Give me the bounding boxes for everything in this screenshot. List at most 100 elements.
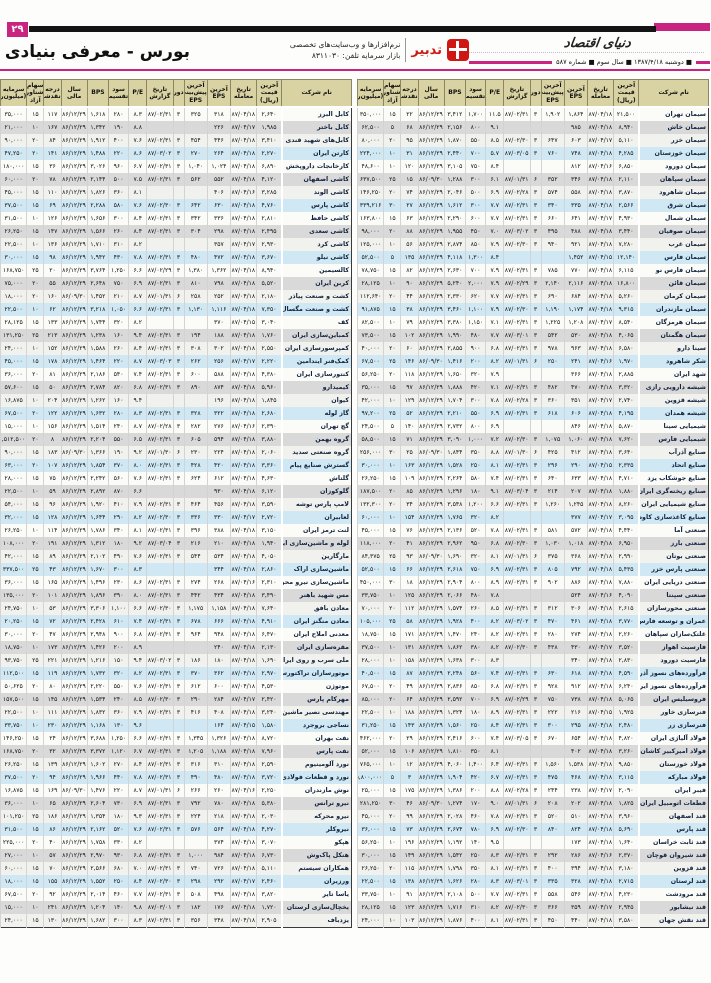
- company-name-cell: فولاد خوزستان: [638, 758, 710, 771]
- value-cell: ۲۶۰: [108, 225, 130, 238]
- column-header: آخرین پیش‌بینی EPS: [541, 79, 566, 108]
- value-cell: ۴۶۲,۰۰۰: [357, 732, 385, 745]
- value-cell: ۸.۲: [129, 511, 148, 524]
- value-cell: ۳: [173, 615, 186, 628]
- value-cell: ۳۰۰: [108, 563, 130, 576]
- value-cell: ۱۷۱: [401, 628, 420, 641]
- value-cell: ۸۶/۱۲/۲۹: [61, 862, 89, 875]
- value-cell: [147, 394, 175, 407]
- value-cell: ۸۶/۱۲/۲۹: [61, 576, 89, 589]
- value-cell: ۱۳۰: [44, 914, 63, 928]
- value-cell: ۲۸۴: [207, 693, 232, 706]
- value-cell: ۳: [530, 758, 543, 771]
- value-cell: ۲۰: [384, 680, 402, 693]
- value-cell: ۱,۳۲۶: [207, 732, 232, 745]
- value-cell: ۸۷/۰۲/۳۱: [147, 342, 175, 355]
- company-name-cell: کیوان: [281, 394, 353, 407]
- value-cell: ۸۷/۰۴/۱۸: [230, 394, 258, 407]
- value-cell: ۸۷/۰۴/۱۸: [587, 277, 615, 290]
- value-cell: ۲۵۶,۰۰۰: [357, 446, 385, 459]
- value-cell: ۲۰: [384, 342, 402, 355]
- value-cell: ۸۷/۰۴/۱۸: [230, 628, 258, 641]
- value-cell: ۷.۹: [486, 277, 505, 290]
- value-cell: ۵۵۰: [108, 680, 130, 693]
- value-cell: ۸۷/۰۲/۳۱: [147, 225, 175, 238]
- value-cell: ۱۸۰: [465, 706, 487, 719]
- value-cell: ۲۸۰: [108, 407, 130, 420]
- value-cell: [541, 511, 566, 524]
- value-cell: ۱۰: [384, 914, 402, 928]
- value-cell: [504, 368, 532, 381]
- value-cell: ۶۱۸: [564, 667, 589, 680]
- value-cell: ۳: [173, 576, 186, 589]
- value-cell: ۸۷/۰۴/۱۷: [587, 394, 615, 407]
- value-cell: ۲۵: [384, 407, 402, 420]
- value-cell: ۴۲,۰۰۰: [357, 394, 385, 407]
- value-cell: ۱۵: [27, 186, 45, 199]
- value-cell: ۳: [173, 524, 186, 537]
- value-cell: [504, 654, 532, 667]
- value-cell: ۴۲۰: [207, 459, 232, 472]
- value-cell: ۷.۴: [486, 472, 505, 485]
- column-header: آخرین قیمت (ریال): [257, 79, 284, 108]
- value-cell: ۳: [530, 719, 543, 732]
- table-row: صنعتی محورسازان ۲,۶۱۵ ۸۷/۰۴/۱۸ ۳۰۶ ۳۱۲ ۳ ۸۷/۰۲…: [357, 602, 710, 615]
- value-cell: ۲۵: [27, 810, 45, 823]
- value-cell: ۱۰: [384, 641, 402, 654]
- value-cell: ۷.۰: [486, 225, 505, 238]
- company-name-cell: گروه بهمن: [281, 433, 353, 446]
- value-cell: ۷۴۰: [184, 862, 209, 875]
- value-cell: ۳۴۶: [564, 173, 589, 186]
- value-cell: ۵۲,۵۰۰: [357, 251, 385, 264]
- value-cell: ۱۰: [27, 394, 45, 407]
- table-row: سیمان هگمتان ۴,۰۶۵ ۸۷/۰۴/۱۸ ۵۳۰ ۵۴۲ ۳ ۸۷/۰۳/۰۱…: [357, 329, 710, 342]
- value-cell: ۱۳۳: [44, 316, 63, 329]
- company-name-cell: کاشی سعدی: [281, 225, 353, 238]
- value-cell: ۱۹۰: [108, 446, 130, 459]
- value-cell: ۳: [530, 329, 543, 342]
- value-cell: ۲۰: [384, 732, 402, 745]
- value-cell: ۱,۳۵۴: [87, 810, 110, 823]
- column-header: آخرین EPS: [207, 79, 232, 108]
- value-cell: ۱۰: [384, 394, 402, 407]
- value-cell: ۳: [173, 667, 186, 680]
- value-cell: ۸۲,۵۰۰: [357, 316, 385, 329]
- value-cell: ۳۶۶: [564, 368, 589, 381]
- value-cell: ۱۰: [27, 719, 45, 732]
- value-cell: ۳: [173, 875, 186, 888]
- value-cell: ۸۷/۰۴/۱۸: [230, 199, 258, 212]
- value-cell: ۸۹۰: [184, 381, 209, 394]
- company-name-cell: کالسیمین: [281, 264, 353, 277]
- value-cell: ۸.۸: [486, 784, 505, 797]
- value-cell: ۸۶/۱۲/۲۹: [418, 901, 446, 914]
- value-cell: ۲۱۰: [108, 290, 130, 303]
- value-cell: ۴,۳۸۰: [257, 368, 283, 381]
- company-name-cell: کارتن ایران: [281, 147, 353, 160]
- value-cell: ۳,۰۹۵: [614, 511, 640, 524]
- value-cell: ۱۱۲,۵۰۰: [0, 667, 28, 680]
- value-cell: ۷۶: [401, 524, 420, 537]
- value-cell: ۲۰,۲۵۰: [0, 615, 28, 628]
- value-cell: ۸۶/۱۲/۲۹: [418, 238, 446, 251]
- value-cell: ۲۰: [27, 888, 45, 901]
- value-cell: ۸.۲: [486, 355, 505, 368]
- value-cell: ۱۹۱: [44, 537, 63, 550]
- value-cell: ۱۵: [27, 511, 45, 524]
- value-cell: ۴۰۲: [564, 745, 589, 758]
- value-cell: ۱۵: [384, 381, 402, 394]
- value-cell: ۳۲۰: [108, 667, 130, 680]
- value-cell: ۸۷/۰۴/۱۷: [587, 901, 615, 914]
- value-cell: ۸۷/۰۲/۳۰: [504, 901, 532, 914]
- table-row: صنایع آذرآب ۳,۶۴۰ ۸۷/۰۴/۱۸ ۴۱۲ ۴۲۵ ۶ ۸۷/۰۱/۳۰ ۸…: [357, 446, 710, 459]
- value-cell: ۵۲۰: [108, 823, 130, 836]
- value-cell: ۳,۳۷۲: [87, 745, 110, 758]
- value-cell: ۸.۲: [129, 667, 148, 680]
- value-cell: ۲۷: [401, 199, 420, 212]
- value-cell: ۴۶۰: [108, 888, 130, 901]
- table-row: قند اصفهان ۳,۹۶۰ ۸۷/۰۴/۱۸ ۵۱۰ ۵۲۰ ۳ ۸۷/۰۲/۳۱ ۷.…: [357, 810, 710, 823]
- column-header: سهام شناور آزاد: [27, 79, 46, 108]
- value-cell: ۳: [530, 641, 543, 654]
- value-cell: ۴۰۰: [465, 615, 487, 628]
- table-row: سیمان سپاهان ۲,۱۱۰ ۸۷/۰۴/۱۸ ۳۴۶ ۳۵۲ ۶ ۸۷/۰۱/۳۱…: [357, 173, 710, 186]
